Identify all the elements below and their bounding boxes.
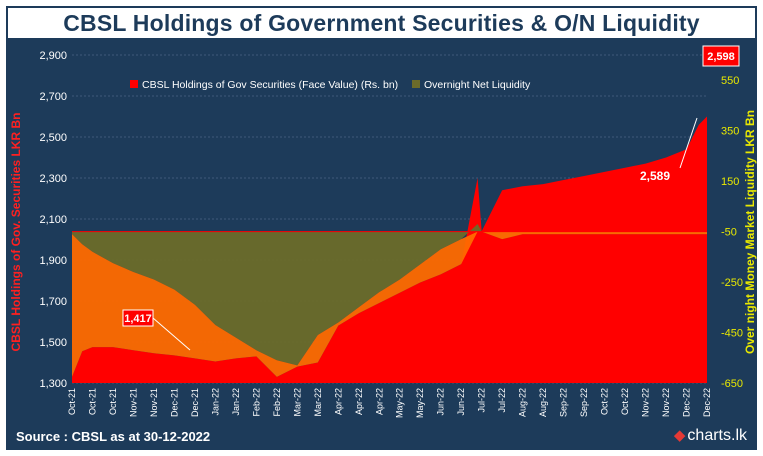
- x-tick-label: Dec-21: [190, 388, 200, 417]
- x-tick-label: Mar-22: [292, 388, 302, 417]
- x-tick-label: Jul-22: [497, 388, 507, 413]
- x-tick-label: May-22: [415, 388, 425, 418]
- y-right-tick-label: -450: [721, 328, 743, 340]
- y-left-tick-label: 1,300: [39, 378, 67, 390]
- y-left-tick-label: 2,100: [39, 214, 67, 226]
- y-left-tick-label: 2,700: [39, 91, 67, 103]
- x-tick-label: May-22: [395, 388, 405, 418]
- x-tick-label: Oct-22: [600, 388, 610, 415]
- legend-label-holdings: CBSL Holdings of Gov Securities (Face Va…: [142, 79, 398, 91]
- y-left-tick-label: 2,500: [39, 132, 67, 144]
- y-left-tick-label: 1,500: [39, 337, 67, 349]
- x-tick-label: Apr-22: [374, 388, 384, 415]
- x-tick-label: Oct-21: [67, 388, 77, 415]
- axis-ticks: 1,300 1,500 1,700 1,900 2,100 2,300 2,500 2,700…: [39, 50, 743, 418]
- overlap-area: [72, 231, 707, 377]
- x-tick-label: Apr-22: [354, 388, 364, 415]
- annotation-2598-box: [702, 45, 740, 67]
- y-right-tick-label: -250: [721, 277, 743, 289]
- source-note: Source : CBSL as at 30-12-2022: [16, 429, 211, 444]
- x-tick-label: Mar-22: [313, 388, 323, 417]
- y-axis-label-right: Over night Money Market Liquidity LKR Bn: [743, 110, 757, 354]
- x-tick-label: Jun-22: [436, 388, 446, 416]
- y-left-tick-label: 1,900: [39, 255, 67, 267]
- x-tick-label: Nov-21: [128, 388, 138, 417]
- legend-label-liquidity: Overnight Net Liquidity: [424, 79, 531, 91]
- x-tick-label: Aug-22: [518, 388, 528, 417]
- series-areas: [72, 116, 707, 383]
- x-tick-label: Dec-21: [169, 388, 179, 417]
- y-right-tick-label: -650: [721, 378, 743, 390]
- charts-logo-icon: ◆: [673, 427, 686, 444]
- annotation-1417: 1,417: [124, 313, 152, 325]
- annotations: 1,417 2,589 2,598: [122, 45, 740, 351]
- x-tick-label: Sep-22: [579, 388, 589, 417]
- x-tick-label: Feb-22: [251, 388, 261, 417]
- annotation-2589-arrow: [679, 117, 698, 169]
- legend-swatch-liquidity: [412, 80, 420, 88]
- holdings-area: [72, 116, 707, 383]
- x-tick-label: Sep-22: [559, 388, 569, 417]
- x-tick-label: Aug-22: [538, 388, 548, 417]
- y-right-tick-label: 550: [721, 75, 739, 87]
- y-right-tick-label: 150: [721, 176, 739, 188]
- x-tick-label: Dec-22: [682, 388, 692, 417]
- y-axis-label-left: CBSL Holdings of Gov. Securities LKR Bn: [9, 113, 23, 352]
- y-right-tick-label: 350: [721, 126, 739, 138]
- legend-swatch-holdings: [130, 80, 138, 88]
- x-tick-label: Feb-22: [272, 388, 282, 417]
- x-tick-label: Jul-22: [477, 388, 487, 413]
- x-tick-label: Oct-21: [108, 388, 118, 415]
- y-left-tick-label: 2,300: [39, 173, 67, 185]
- legend: CBSL Holdings of Gov Securities (Face Va…: [130, 79, 531, 91]
- annotation-2598: 2,598: [707, 51, 735, 63]
- x-tick-label: Apr-22: [333, 388, 343, 415]
- x-tick-label: Dec-22: [702, 388, 712, 417]
- y-left-tick-label: 2,900: [39, 50, 67, 62]
- y-right-tick-label: -50: [721, 227, 737, 239]
- x-tick-label: Jan-22: [210, 388, 220, 416]
- x-tick-label: Jun-22: [456, 388, 466, 416]
- brand-logo: ◆ charts.lk: [674, 426, 747, 445]
- y-left-tick-label: 1,700: [39, 296, 67, 308]
- x-tick-label: Nov-22: [661, 388, 671, 417]
- x-tick-label: Oct-22: [620, 388, 630, 415]
- footer-bar: Source : CBSL as at 30-12-2022 ◆ charts.l…: [6, 424, 757, 450]
- chart-title: CBSL Holdings of Government Securities &…: [63, 10, 700, 36]
- annotation-2589: 2,589: [640, 169, 670, 183]
- x-tick-label: Oct-21: [87, 388, 97, 415]
- x-tick-label: Jan-22: [231, 388, 241, 416]
- chart-title-bar: CBSL Holdings of Government Securities &…: [6, 6, 757, 40]
- liquidity-area: [72, 224, 707, 366]
- brand-name: charts.lk: [687, 427, 747, 444]
- annotation-1417-arrow: [152, 317, 191, 351]
- x-tick-label: Nov-22: [641, 388, 651, 417]
- x-tick-label: Nov-21: [149, 388, 159, 417]
